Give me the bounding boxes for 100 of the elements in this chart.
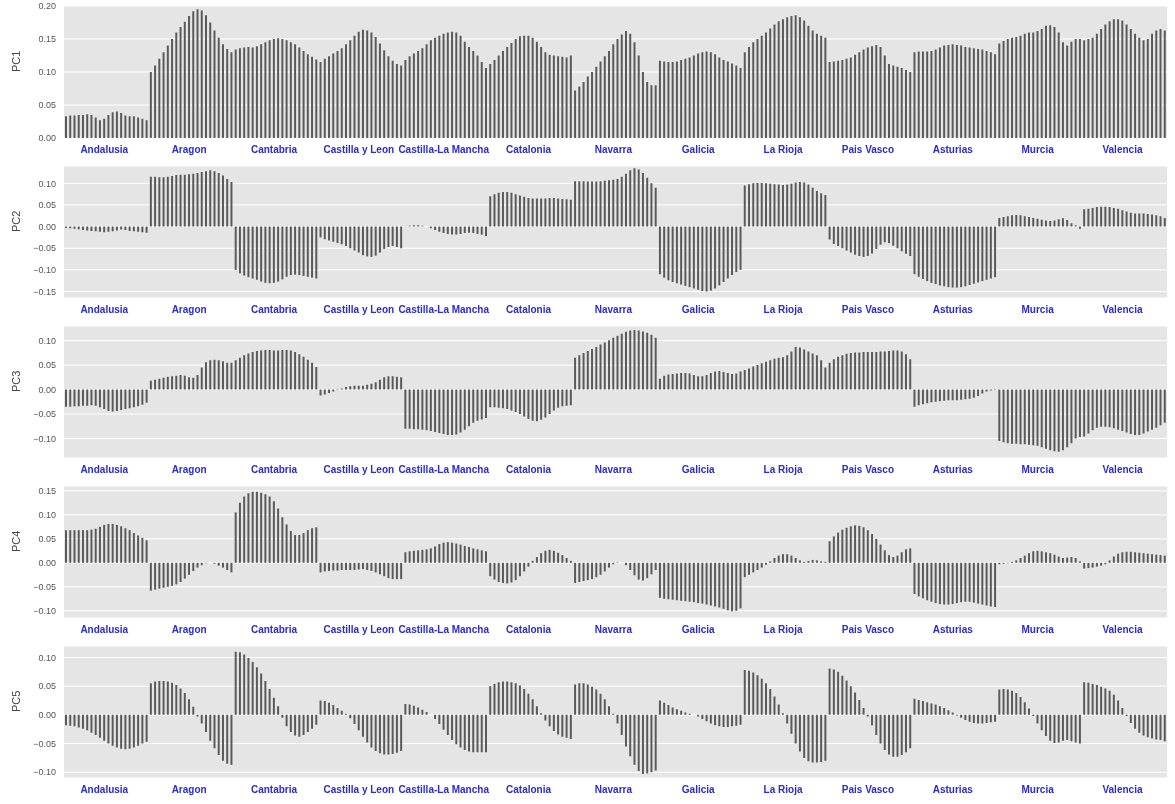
bar (154, 176, 157, 227)
bar (480, 62, 483, 138)
bar (480, 714, 483, 753)
bar (128, 116, 131, 138)
bar (1066, 220, 1069, 227)
bar (1040, 219, 1043, 227)
bar (188, 377, 191, 390)
bar (692, 226, 695, 289)
bar (81, 114, 84, 138)
bar (998, 389, 1001, 441)
bar (374, 714, 377, 752)
bar (909, 226, 912, 257)
bar (510, 42, 513, 138)
bar (1112, 389, 1115, 429)
bar (349, 562, 352, 570)
bar (921, 389, 924, 405)
x-tick-label: Navarra (594, 464, 633, 476)
bar (811, 30, 814, 138)
bar (65, 116, 67, 138)
bar (743, 562, 746, 578)
bar (667, 374, 670, 390)
bar (404, 552, 407, 563)
bar (451, 31, 454, 138)
bar (904, 354, 907, 390)
bar (667, 226, 670, 281)
bar (442, 542, 445, 563)
bar (841, 226, 844, 249)
bar (468, 226, 471, 233)
bar (175, 175, 178, 227)
bar (425, 549, 428, 563)
bar (718, 370, 721, 390)
bar (272, 350, 275, 390)
bar (709, 714, 712, 724)
bar (1032, 389, 1035, 446)
bar (866, 351, 869, 390)
bar (629, 170, 632, 227)
bar (294, 351, 297, 390)
bar (149, 176, 152, 227)
bar (510, 192, 513, 227)
bar (484, 68, 487, 138)
bar (510, 562, 513, 583)
bar (81, 389, 84, 406)
bar (378, 562, 381, 575)
bar (323, 58, 326, 138)
bar (896, 66, 899, 138)
bar (1006, 689, 1009, 715)
bar (972, 389, 975, 398)
bar (557, 198, 560, 227)
bar (501, 681, 504, 715)
bar (569, 55, 572, 138)
bar (200, 367, 203, 390)
bar (786, 554, 789, 563)
bar (527, 198, 530, 227)
bar (1066, 389, 1069, 448)
bar (735, 226, 738, 273)
x-tick-label: La Rioja (763, 784, 803, 796)
bar (832, 669, 835, 715)
bar (361, 714, 364, 737)
bar (888, 714, 891, 755)
bar (718, 57, 721, 138)
bar (387, 562, 390, 579)
bar (1125, 24, 1128, 138)
bar (260, 44, 263, 138)
bar (285, 349, 288, 390)
bar (1095, 33, 1098, 138)
bar (544, 550, 547, 563)
bar (514, 39, 517, 138)
bar (455, 714, 458, 745)
bar (480, 550, 483, 563)
bar (552, 389, 555, 411)
bar (1146, 214, 1149, 227)
bar (1078, 226, 1081, 229)
bar (608, 180, 611, 227)
bar (442, 226, 445, 234)
bar (73, 714, 76, 727)
bar (128, 389, 131, 409)
bar (1091, 207, 1094, 227)
x-tick-label: Cantabria (250, 304, 298, 316)
x-tick-label: Andalusia (80, 304, 129, 316)
bar (815, 191, 818, 227)
bar (544, 52, 547, 138)
bar (251, 351, 254, 390)
bar (654, 562, 657, 570)
bar (866, 47, 869, 138)
bar (115, 111, 118, 138)
y-tick-label: −0.10 (33, 767, 56, 778)
bar (514, 194, 517, 227)
x-tick-label: Pais Vasco (841, 304, 895, 316)
bar (336, 50, 339, 138)
bar (773, 358, 776, 390)
y-tick-label: 0.05 (38, 360, 56, 371)
bar (781, 185, 784, 227)
bar (438, 544, 441, 563)
bar (65, 714, 67, 726)
bar (383, 377, 386, 390)
bar (1036, 31, 1039, 138)
bar (756, 562, 759, 570)
bar (900, 226, 903, 252)
bar (1083, 682, 1086, 715)
bar (1121, 210, 1124, 227)
